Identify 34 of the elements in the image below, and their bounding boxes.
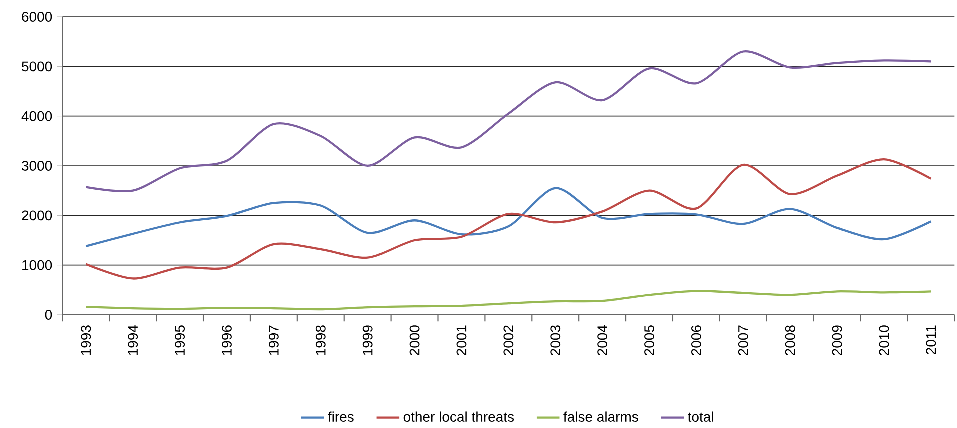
line-series	[85, 290, 932, 311]
line-series	[85, 158, 932, 280]
y-tick-label: 3000	[22, 161, 52, 171]
line-series	[85, 187, 932, 248]
x-tick-label: 2004	[598, 325, 608, 356]
x-tick-label: 2010	[879, 326, 890, 356]
y-tick-label: 4000	[22, 111, 52, 122]
x-tick-label: 1993	[81, 326, 92, 356]
x-tick-label: 1995	[175, 326, 186, 356]
legend-label: fires	[328, 412, 354, 422]
legend-label: false alarms	[564, 412, 638, 422]
x-tick-label: 2011	[926, 326, 936, 354]
x-tick-label: 2000	[410, 326, 420, 356]
x-tick-label: 1997	[268, 326, 279, 356]
y-tick-label: 0	[45, 310, 52, 320]
y-tick-label: 6000	[22, 12, 52, 22]
x-tick-label: 2005	[644, 326, 654, 356]
x-tick-label: 2006	[692, 326, 702, 356]
x-tick-label: 1994	[128, 325, 138, 356]
y-tick-label: 2000	[22, 210, 52, 221]
x-tick-label: 2009	[832, 326, 842, 356]
x-tick-label: 1999	[362, 326, 373, 356]
legend-label: other local threats	[404, 412, 514, 422]
y-tick-label: 1000	[22, 260, 52, 270]
x-tick-label: 2002	[504, 326, 514, 356]
x-tick-label: 1998	[316, 326, 326, 356]
x-tick-label: 2007	[738, 326, 748, 356]
legend-label: total	[688, 412, 714, 422]
x-tick-label: 2003	[550, 326, 561, 356]
x-tick-label: 2001	[456, 326, 467, 356]
x-tick-label: 1996	[222, 326, 232, 356]
y-tick-label: 5000	[22, 62, 52, 72]
line-series	[85, 50, 932, 193]
x-tick-label: 2008	[785, 326, 796, 356]
